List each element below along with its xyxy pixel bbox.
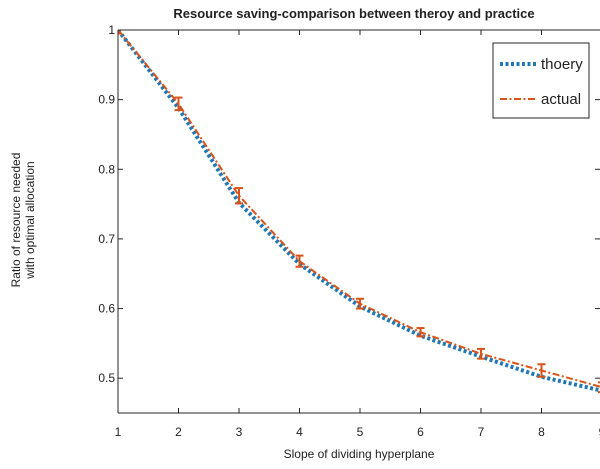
legend-label-actual: actual [541,91,581,108]
x-axis-label: Slope of dividing hyperplane [284,447,435,461]
ticks-layer: 1 2 3 4 5 6 7 8 9 0.5 0.6 0.7 0.8 0.9 1 [98,23,600,439]
x-tick-label: 1 [115,425,122,439]
y-tick-label: 0.5 [98,371,115,385]
y-axis-label-line-1: Ratio of resource needed [9,153,23,288]
x-tick-label: 9 [599,425,600,439]
error-bar [416,327,425,338]
legend-label-thoery: thoery [541,56,583,73]
error-bar [598,381,600,394]
legend: thoery actual [492,42,590,119]
error-bar [356,297,364,310]
x-tick-label: 2 [175,425,182,439]
legend-box [492,42,590,119]
error-bar [174,96,183,112]
x-tick-label: 7 [478,425,485,439]
y-tick-label: 0.8 [98,162,115,176]
error-bar [118,30,122,35]
x-tick-label: 3 [236,425,243,439]
error-bar [537,363,546,378]
series-layer [118,30,600,394]
error-bar [477,347,485,360]
y-axis-label-line-2: with optimal allocation [23,161,37,279]
x-tick-label: 5 [357,425,364,439]
x-tick-label: 8 [538,425,545,439]
y-tick-label: 1 [108,23,115,37]
x-tick-label: 4 [296,425,303,439]
y-tick-label: 0.9 [98,93,115,107]
y-tick-label: 0.6 [98,302,115,316]
error-bar [295,254,304,268]
y-tick-label: 0.7 [98,232,115,246]
chart-title: Resource saving-comparison between thero… [173,6,534,21]
x-tick-label: 6 [417,425,424,439]
error-bar [235,187,243,205]
